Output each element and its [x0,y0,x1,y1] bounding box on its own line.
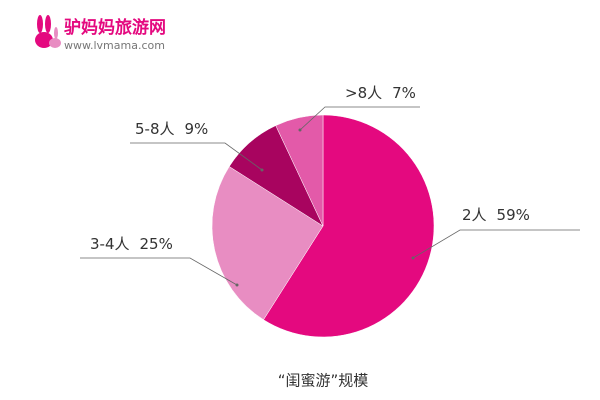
value-label: 59% [497,206,530,224]
chart-title: “闺蜜游”规模 [278,372,369,390]
logo-url: www.lvmama.com [64,39,165,52]
category-label: 5-8人 [135,120,175,138]
leader-line [130,142,263,171]
slice-label: 2人 59% [462,206,530,224]
leader-dot [298,128,302,132]
category-label: 3-4人 [90,235,130,253]
leader-line [80,257,238,286]
pie-slice [275,114,324,227]
leader-dot [235,283,239,287]
value-label: 7% [392,84,416,102]
slice-label: 3-4人 25% [90,235,173,253]
value-label: 25% [140,235,173,253]
category-label: 2人 [462,206,487,224]
pie-slice [263,114,435,338]
category-label: >8人 [345,84,382,102]
logo-name: 驴妈妈旅游网 [64,17,166,38]
leader-dot [260,168,264,172]
pie-slice [211,166,324,321]
slice-label: >8人 7% [345,84,416,102]
logo-icon [35,15,61,48]
leader-line [299,106,420,131]
leader-dot [411,256,415,260]
slice-label: 5-8人 9% [135,120,208,138]
leader-line [412,229,580,259]
value-label: 9% [185,120,209,138]
